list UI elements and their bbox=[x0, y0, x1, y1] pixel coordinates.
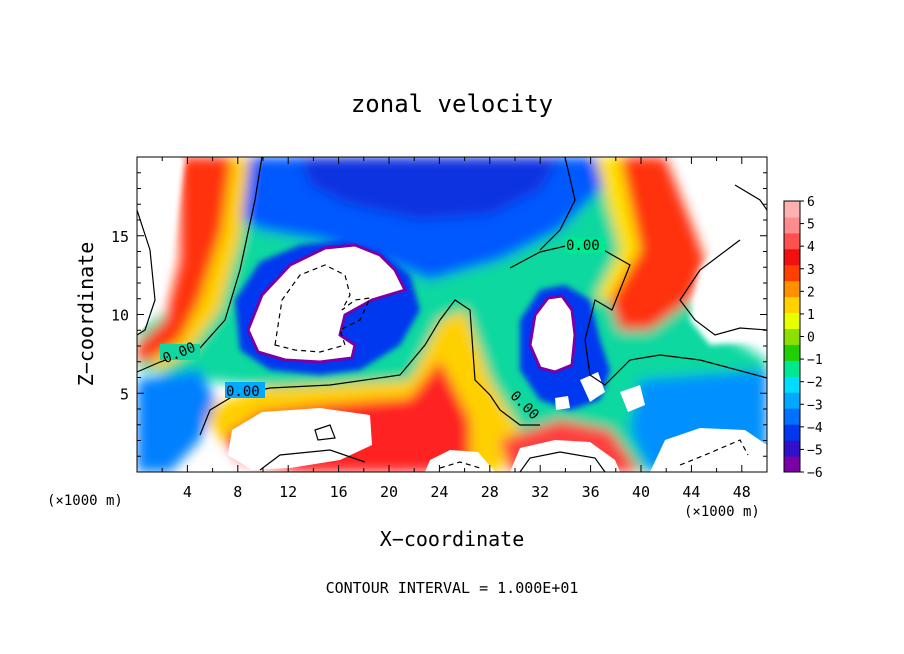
field-small-white-2 bbox=[620, 385, 645, 412]
colorbar-swatch bbox=[784, 344, 800, 361]
field-small-white-1 bbox=[580, 372, 605, 402]
y-tick-label: 15 bbox=[111, 228, 129, 246]
field-right-edge-white bbox=[690, 157, 767, 345]
field-left-column bbox=[137, 157, 232, 362]
x-unit-left: (×1000 m) bbox=[47, 493, 123, 509]
x-tick-label: 12 bbox=[279, 483, 297, 501]
contour-interval-note: CONTOUR INTERVAL = 1.000E+01 bbox=[326, 579, 579, 597]
field-left-column-edge bbox=[150, 157, 250, 370]
y-axis-label: Z−coordinate bbox=[74, 242, 98, 387]
field-layer-out-of-range bbox=[137, 157, 767, 472]
contour-negative-lower bbox=[439, 439, 749, 469]
colorbar-swatch bbox=[784, 360, 800, 377]
contour-negative-left bbox=[274, 264, 371, 353]
field-small-white-3 bbox=[555, 396, 570, 410]
x-tick-label: 32 bbox=[531, 483, 549, 501]
field-right-vortex-core bbox=[528, 294, 577, 374]
x-tick-label: 4 bbox=[183, 483, 192, 501]
x-tick-label: 28 bbox=[481, 483, 499, 501]
field-left-vortex-core bbox=[246, 243, 408, 364]
field-left-edge-white-2 bbox=[137, 157, 180, 335]
x-unit-right: (×1000 m) bbox=[684, 504, 760, 520]
colorbar-tick-label: 0 bbox=[807, 331, 815, 346]
colorbar-tick-label: 6 bbox=[807, 195, 815, 210]
colorbar-swatch bbox=[784, 312, 800, 330]
field-upper-jet-core bbox=[300, 157, 560, 220]
y-tick-label: 10 bbox=[111, 307, 129, 325]
colorbar-swatch bbox=[784, 376, 800, 393]
contour-lower-b bbox=[519, 451, 606, 472]
chart-title: zonal velocity bbox=[351, 90, 553, 118]
colorbar-swatch bbox=[784, 248, 800, 266]
colorbar: 6 5 4 3 2 1 0 −1 −2 −3 −4 −5 −6 bbox=[783, 195, 823, 481]
x-tick-label: 24 bbox=[430, 483, 448, 501]
field-right-column bbox=[610, 157, 705, 330]
colorbar-tick-label: −5 bbox=[807, 443, 823, 458]
colorbar-swatch bbox=[784, 440, 800, 457]
contour-right-thin bbox=[679, 184, 767, 336]
colorbar-tick-label: 5 bbox=[807, 218, 815, 233]
x-tick-label: 36 bbox=[582, 483, 600, 501]
colorbar-swatch bbox=[784, 456, 800, 473]
contour-left-edge bbox=[137, 209, 156, 336]
contour-lower-c bbox=[314, 424, 336, 441]
colorbar-tick-label: 2 bbox=[807, 285, 815, 300]
colorbar-tick-label: 4 bbox=[807, 240, 815, 255]
colorbar-swatch bbox=[784, 232, 800, 250]
x-tick-label: 20 bbox=[380, 483, 398, 501]
field-bottom-right-white bbox=[650, 428, 767, 472]
contour-label-2: 0.00 bbox=[226, 384, 260, 400]
colorbar-swatch bbox=[784, 328, 800, 345]
contour-lower-a bbox=[259, 449, 366, 471]
field-lower-layer-yellow bbox=[200, 310, 520, 472]
x-tick-label: 44 bbox=[682, 483, 700, 501]
colorbar-tick-label: 1 bbox=[807, 308, 815, 323]
colorbar-swatch bbox=[784, 216, 800, 234]
x-tick-label: 16 bbox=[330, 483, 348, 501]
field-lower-right-white bbox=[510, 440, 620, 472]
colorbar-swatch bbox=[784, 201, 800, 218]
x-tick-label: 40 bbox=[632, 483, 650, 501]
field-lower-left-blue bbox=[137, 370, 215, 472]
heatmap-field: 0.00 0.00 0.00 0.00 bbox=[137, 157, 767, 472]
contour-zero-upper-right bbox=[539, 157, 576, 251]
colorbar-tick-label: −2 bbox=[807, 376, 823, 391]
y-tick-label: 5 bbox=[120, 385, 129, 403]
x-axis-label: X−coordinate bbox=[380, 527, 525, 551]
field-lower-left-white bbox=[228, 408, 372, 470]
field-lower-center-white bbox=[425, 450, 495, 472]
colorbar-tick-label: −6 bbox=[807, 466, 823, 481]
colorbar-swatch bbox=[784, 280, 800, 298]
contour-label-3: 0.00 bbox=[566, 238, 600, 254]
colorbar-tick-label: 3 bbox=[807, 263, 815, 278]
colorbar-tick-label: −4 bbox=[807, 421, 823, 436]
colorbar-swatch bbox=[784, 392, 800, 409]
colorbar-tick-label: −1 bbox=[807, 353, 823, 368]
field-layer-base bbox=[137, 157, 767, 472]
x-tick-label: 8 bbox=[233, 483, 242, 501]
colorbar-swatch bbox=[784, 296, 800, 314]
colorbar-swatch bbox=[784, 424, 800, 441]
colorbar-swatch bbox=[784, 264, 800, 282]
contour-zero-left bbox=[137, 157, 263, 373]
colorbar-tick-label: −3 bbox=[807, 398, 823, 413]
x-tick-label: 48 bbox=[733, 483, 751, 501]
colorbar-swatch bbox=[784, 408, 800, 425]
